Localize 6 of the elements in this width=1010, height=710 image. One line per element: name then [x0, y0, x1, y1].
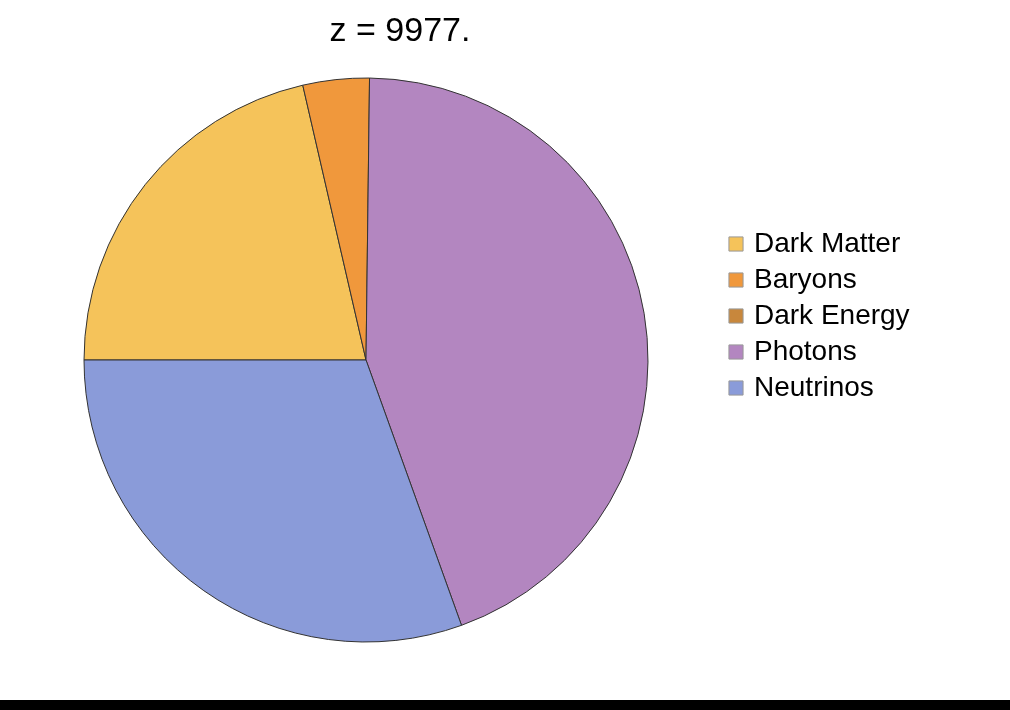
- legend-label: Photons: [754, 335, 857, 366]
- legend-label: Dark Energy: [754, 299, 910, 330]
- legend-label: Baryons: [754, 263, 857, 294]
- legend-label: Neutrinos: [754, 371, 874, 402]
- chart-title: z = 9977.: [329, 10, 471, 48]
- legend-label: Dark Matter: [754, 227, 901, 258]
